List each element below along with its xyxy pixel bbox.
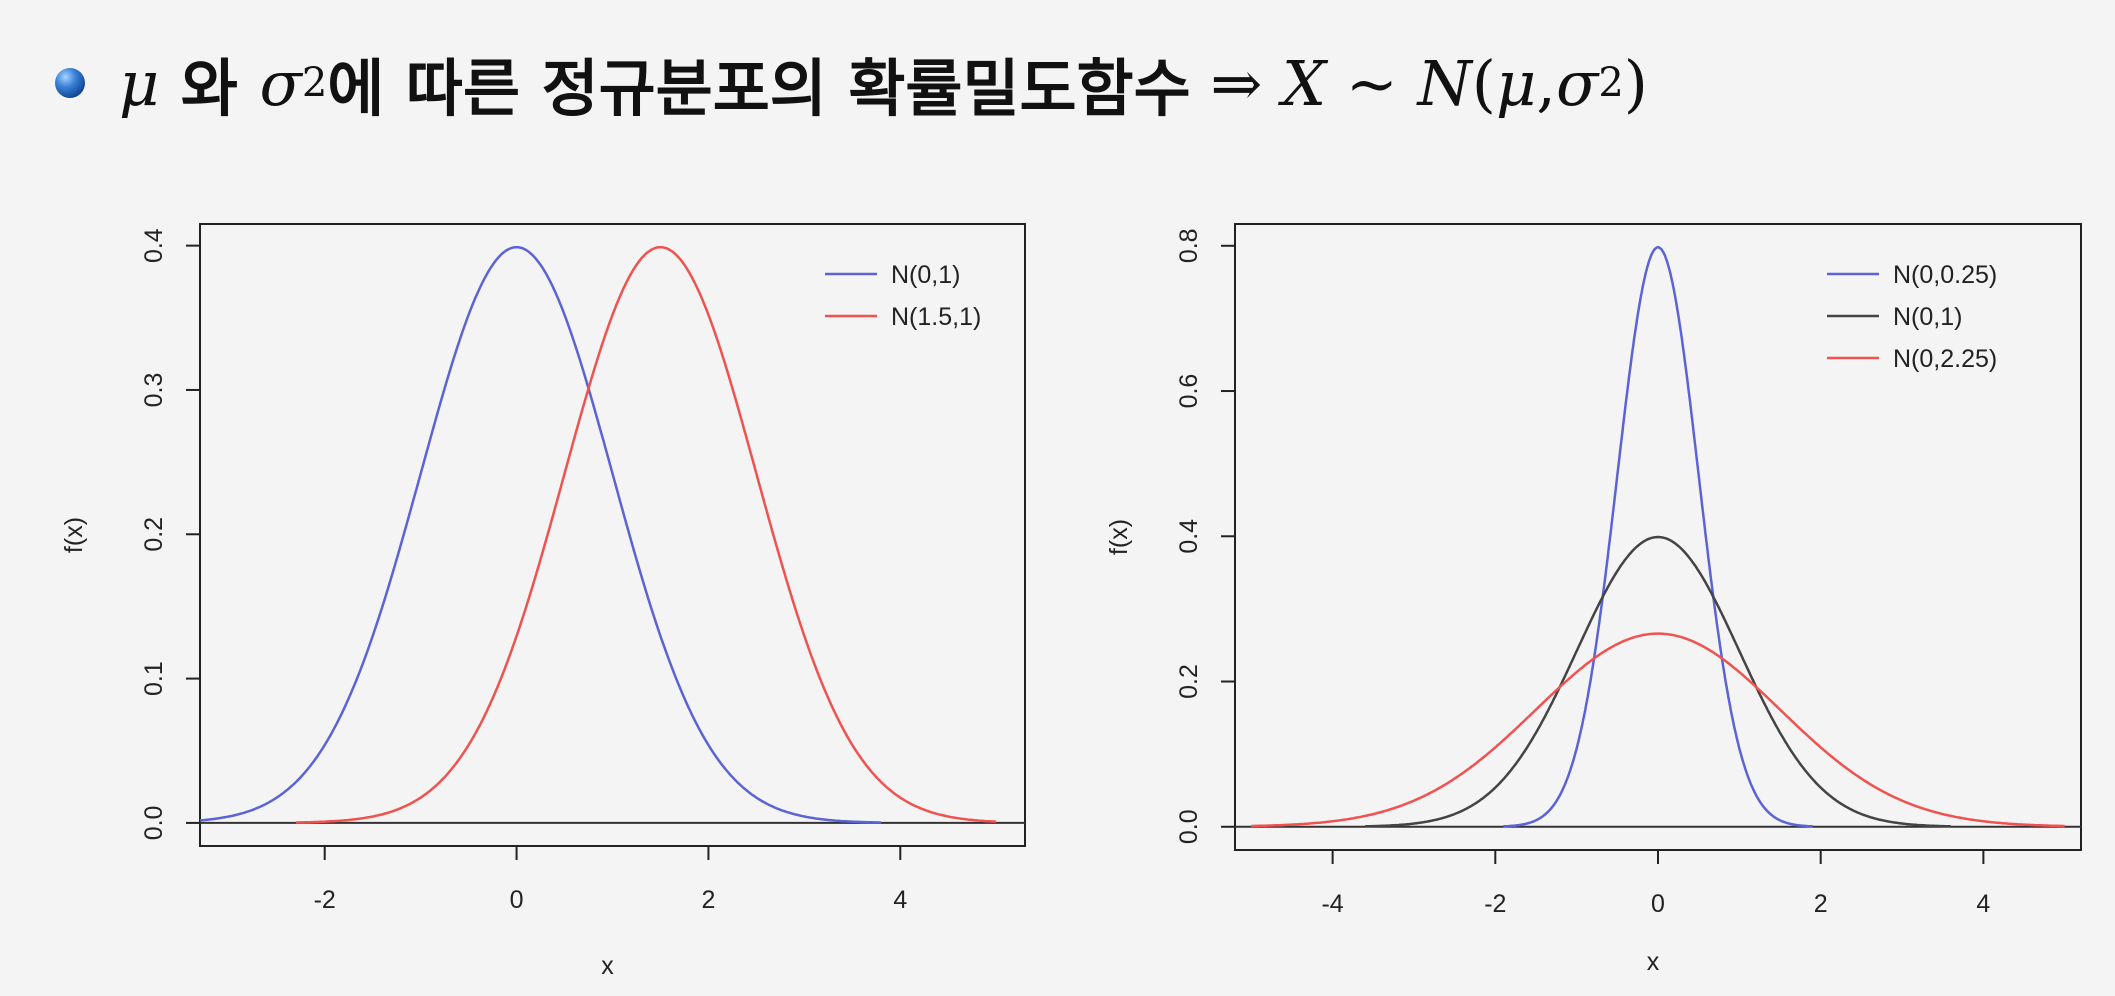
slide-title: μ 와 σ 2 에 따른 정규분포의 확률밀도함수 ⇒ X ~ N ( μ , …	[55, 38, 1648, 128]
series-line-0	[1503, 246, 1813, 828]
y-tick-label: 0.2	[1175, 664, 1203, 699]
title-rparen: )	[1623, 46, 1648, 120]
y-tick-label: 0.0	[1175, 809, 1203, 844]
y-axis-label: f(x)	[1105, 519, 1133, 555]
y-axis-label: f(x)	[60, 517, 88, 553]
chart-left: -2 0 2 4 0.0 0.1 0.2 0.3 0.4 x f(x) N(0,1) N(1.5,1)	[60, 223, 1026, 980]
title-lparen: (	[1471, 46, 1496, 120]
title-arrow: ⇒	[1190, 46, 1282, 120]
title-comma: ,	[1536, 46, 1556, 120]
title-sigma-param: σ	[1555, 46, 1599, 120]
x-tick-label: 2	[701, 886, 715, 914]
title-mu: μ	[119, 46, 160, 120]
y-tick-label: 0.8	[1175, 228, 1203, 263]
x-tick-label: 0	[1651, 890, 1665, 918]
title-N: N	[1417, 46, 1472, 120]
series-line-1	[1365, 535, 1951, 828]
title-wa: 와	[159, 52, 260, 125]
title-sigma-exponent: 2	[301, 60, 328, 106]
title-text: 에 따른 정규분포의 확률밀도함수	[327, 52, 1191, 125]
series-line-0	[199, 245, 882, 824]
y-tick-label: 0.4	[140, 228, 168, 263]
title-sigma: σ	[259, 46, 302, 120]
x-tick-label: 4	[893, 886, 907, 914]
x-tick-label: 2	[1814, 890, 1828, 918]
series-line-1	[295, 245, 997, 824]
title-mu-param: μ	[1495, 46, 1537, 120]
title-tilde: ~	[1326, 46, 1418, 120]
x-axis-label: x	[601, 952, 614, 980]
legend-label-1: N(1.5,1)	[891, 303, 981, 331]
series-line-2	[1251, 632, 2065, 828]
legend-label-1: N(0,1)	[1893, 303, 1962, 331]
x-tick-label: 4	[1976, 890, 1990, 918]
y-tick-label: 0.6	[1175, 374, 1203, 409]
y-tick-label: 0.1	[140, 661, 168, 696]
bullet-icon	[55, 68, 85, 98]
y-tick-label: 0.2	[140, 517, 168, 552]
legend-label-2: N(0,2.25)	[1893, 345, 1997, 373]
title-sigma-param-exponent: 2	[1598, 60, 1624, 106]
x-tick-label: -4	[1321, 890, 1343, 918]
x-tick-label: 0	[510, 886, 524, 914]
x-tick-label: -2	[314, 886, 336, 914]
y-tick-label: 0.3	[140, 373, 168, 408]
chart-right: -4 -2 0 2 4 0.0 0.2 0.4 0.6 0.8 x f(x) N(0,0.25) N(0,…	[1105, 223, 2082, 976]
x-tick-label: -2	[1484, 890, 1506, 918]
x-axis-label: x	[1647, 948, 1660, 976]
legend-label-0: N(0,1)	[891, 261, 960, 289]
y-tick-label: 0.0	[140, 806, 168, 841]
title-X: X	[1282, 46, 1327, 120]
y-tick-label: 0.4	[1175, 519, 1203, 554]
legend-label-0: N(0,0.25)	[1893, 261, 1997, 289]
